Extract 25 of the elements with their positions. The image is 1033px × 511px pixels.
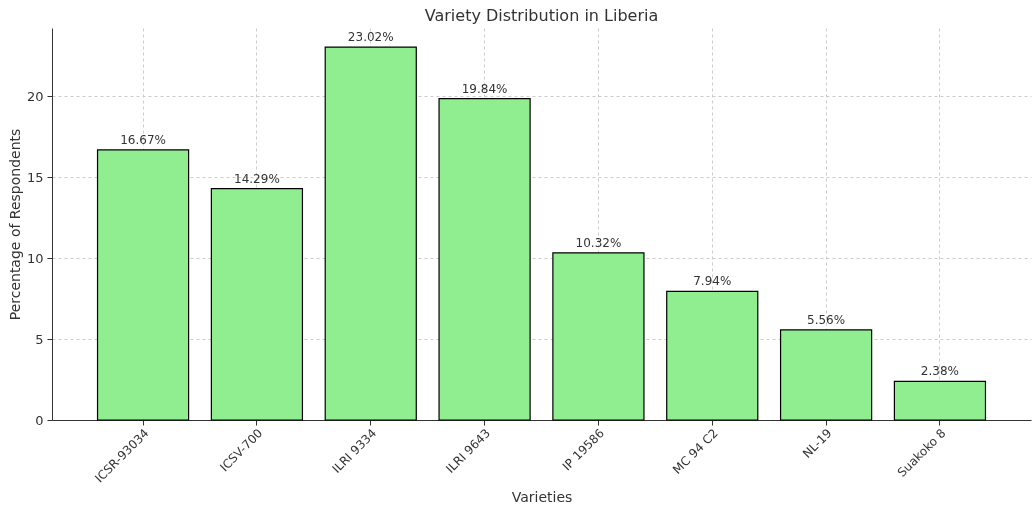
bar bbox=[893, 380, 987, 421]
data-label: 23.02% bbox=[347, 30, 394, 45]
chart-title: Variety Distribution in Liberia bbox=[424, 6, 659, 25]
y-axis-title: Percentage of Respondents bbox=[6, 128, 23, 321]
y-tick-label: 10 bbox=[26, 250, 44, 266]
data-label: 19.84% bbox=[461, 81, 508, 96]
x-tick-label: MC 94 C2 bbox=[670, 426, 721, 477]
bar bbox=[552, 252, 645, 421]
y-tick-label: 0 bbox=[35, 412, 44, 428]
bar bbox=[666, 290, 759, 421]
y-tick-label: 5 bbox=[35, 331, 44, 347]
data-label: 14.29% bbox=[234, 171, 280, 186]
data-label: 10.32% bbox=[575, 235, 622, 250]
bar bbox=[96, 149, 190, 421]
data-label: 2.38% bbox=[920, 364, 959, 379]
x-axis-title: Varieties bbox=[511, 488, 573, 505]
bar bbox=[210, 187, 304, 421]
y-tick-label: 20 bbox=[26, 88, 44, 104]
bar bbox=[779, 329, 873, 421]
data-label: 7.94% bbox=[693, 274, 732, 289]
y-tick-label: 15 bbox=[26, 169, 44, 185]
data-label: 5.56% bbox=[807, 312, 846, 327]
bar bbox=[324, 46, 417, 421]
bar bbox=[438, 98, 531, 421]
data-label: 16.67% bbox=[120, 132, 166, 147]
